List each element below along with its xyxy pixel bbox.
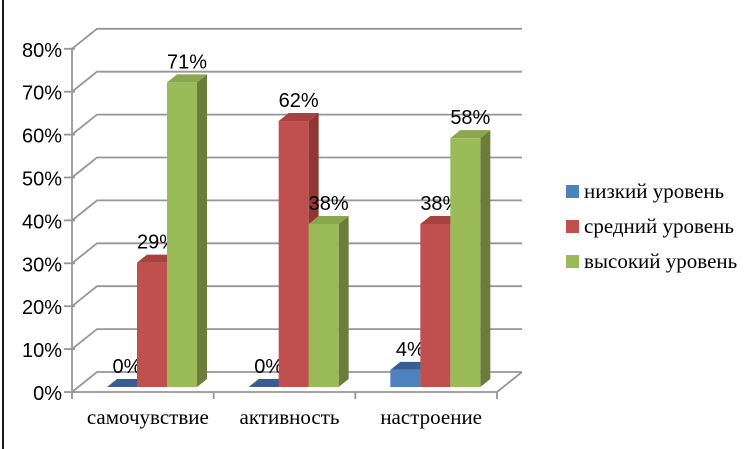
value-axis-label: 30% [22, 254, 62, 276]
bar-side-face [338, 215, 349, 387]
bar-value-label: 38% [309, 193, 349, 215]
bar-value-label: 58% [450, 107, 490, 129]
category-axis-line [72, 371, 523, 393]
value-axis-label: 10% [22, 340, 62, 362]
bar-front-face [278, 121, 309, 388]
bar-value-label: 71% [167, 51, 207, 73]
legend-label: низкий уровень [584, 179, 724, 203]
category-label: самочувствие [87, 405, 209, 429]
gridline [71, 113, 522, 136]
value-axis-label: 0% [33, 383, 62, 405]
gridline [71, 156, 522, 179]
value-axis-label: 60% [22, 126, 62, 148]
legend-label: средний уровень [584, 214, 734, 238]
legend-swatch-icon [566, 220, 579, 233]
category-label: настроение [380, 405, 482, 429]
gridline [71, 242, 522, 265]
gridline [71, 27, 522, 50]
bar-top-face [278, 113, 319, 122]
bar-top-face [308, 215, 349, 224]
legend-label: высокий уровень [584, 249, 737, 273]
bar-front-face [167, 82, 197, 387]
value-axis-label: 50% [22, 169, 62, 191]
bar-side-face [480, 130, 491, 387]
legend-item: низкий уровень [566, 179, 724, 203]
gridline [71, 199, 522, 222]
legend: низкий уровень средний уровень высокий уро… [566, 179, 737, 273]
legend-item: высокий уровень [566, 249, 737, 273]
bar-front-face [390, 369, 421, 387]
bar-front-face [308, 223, 339, 387]
bar-front-face [420, 223, 451, 387]
bar-value-label: 4% [396, 339, 425, 361]
category-label: активность [240, 405, 340, 429]
value-axis-label: 70% [22, 83, 62, 105]
bar-front-face [450, 138, 481, 387]
value-axis-label: 80% [22, 40, 62, 62]
value-axis-label: 20% [22, 297, 62, 319]
bar-value-label: 0% [254, 356, 283, 378]
legend-swatch-icon [566, 185, 579, 198]
bar-front-face [137, 262, 167, 387]
legend-swatch-icon [566, 255, 579, 268]
bar-value-label: 62% [279, 90, 319, 112]
bar-series3-cat1 [167, 74, 207, 387]
value-axis-label: 40% [22, 211, 62, 233]
gridline [71, 285, 522, 307]
bar-side-face [197, 74, 207, 387]
legend-item: средний уровень [566, 214, 734, 238]
bar-top-face [450, 130, 491, 139]
bar-series3-cat2 [308, 215, 349, 387]
floor-back-line [71, 371, 522, 393]
bar-value-label: 0% [113, 356, 142, 378]
page-edge-line [2, 0, 4, 449]
bar-top-face [167, 74, 207, 83]
gridline [71, 328, 522, 350]
bar-series3-cat3 [450, 130, 491, 387]
gridline [71, 70, 522, 93]
